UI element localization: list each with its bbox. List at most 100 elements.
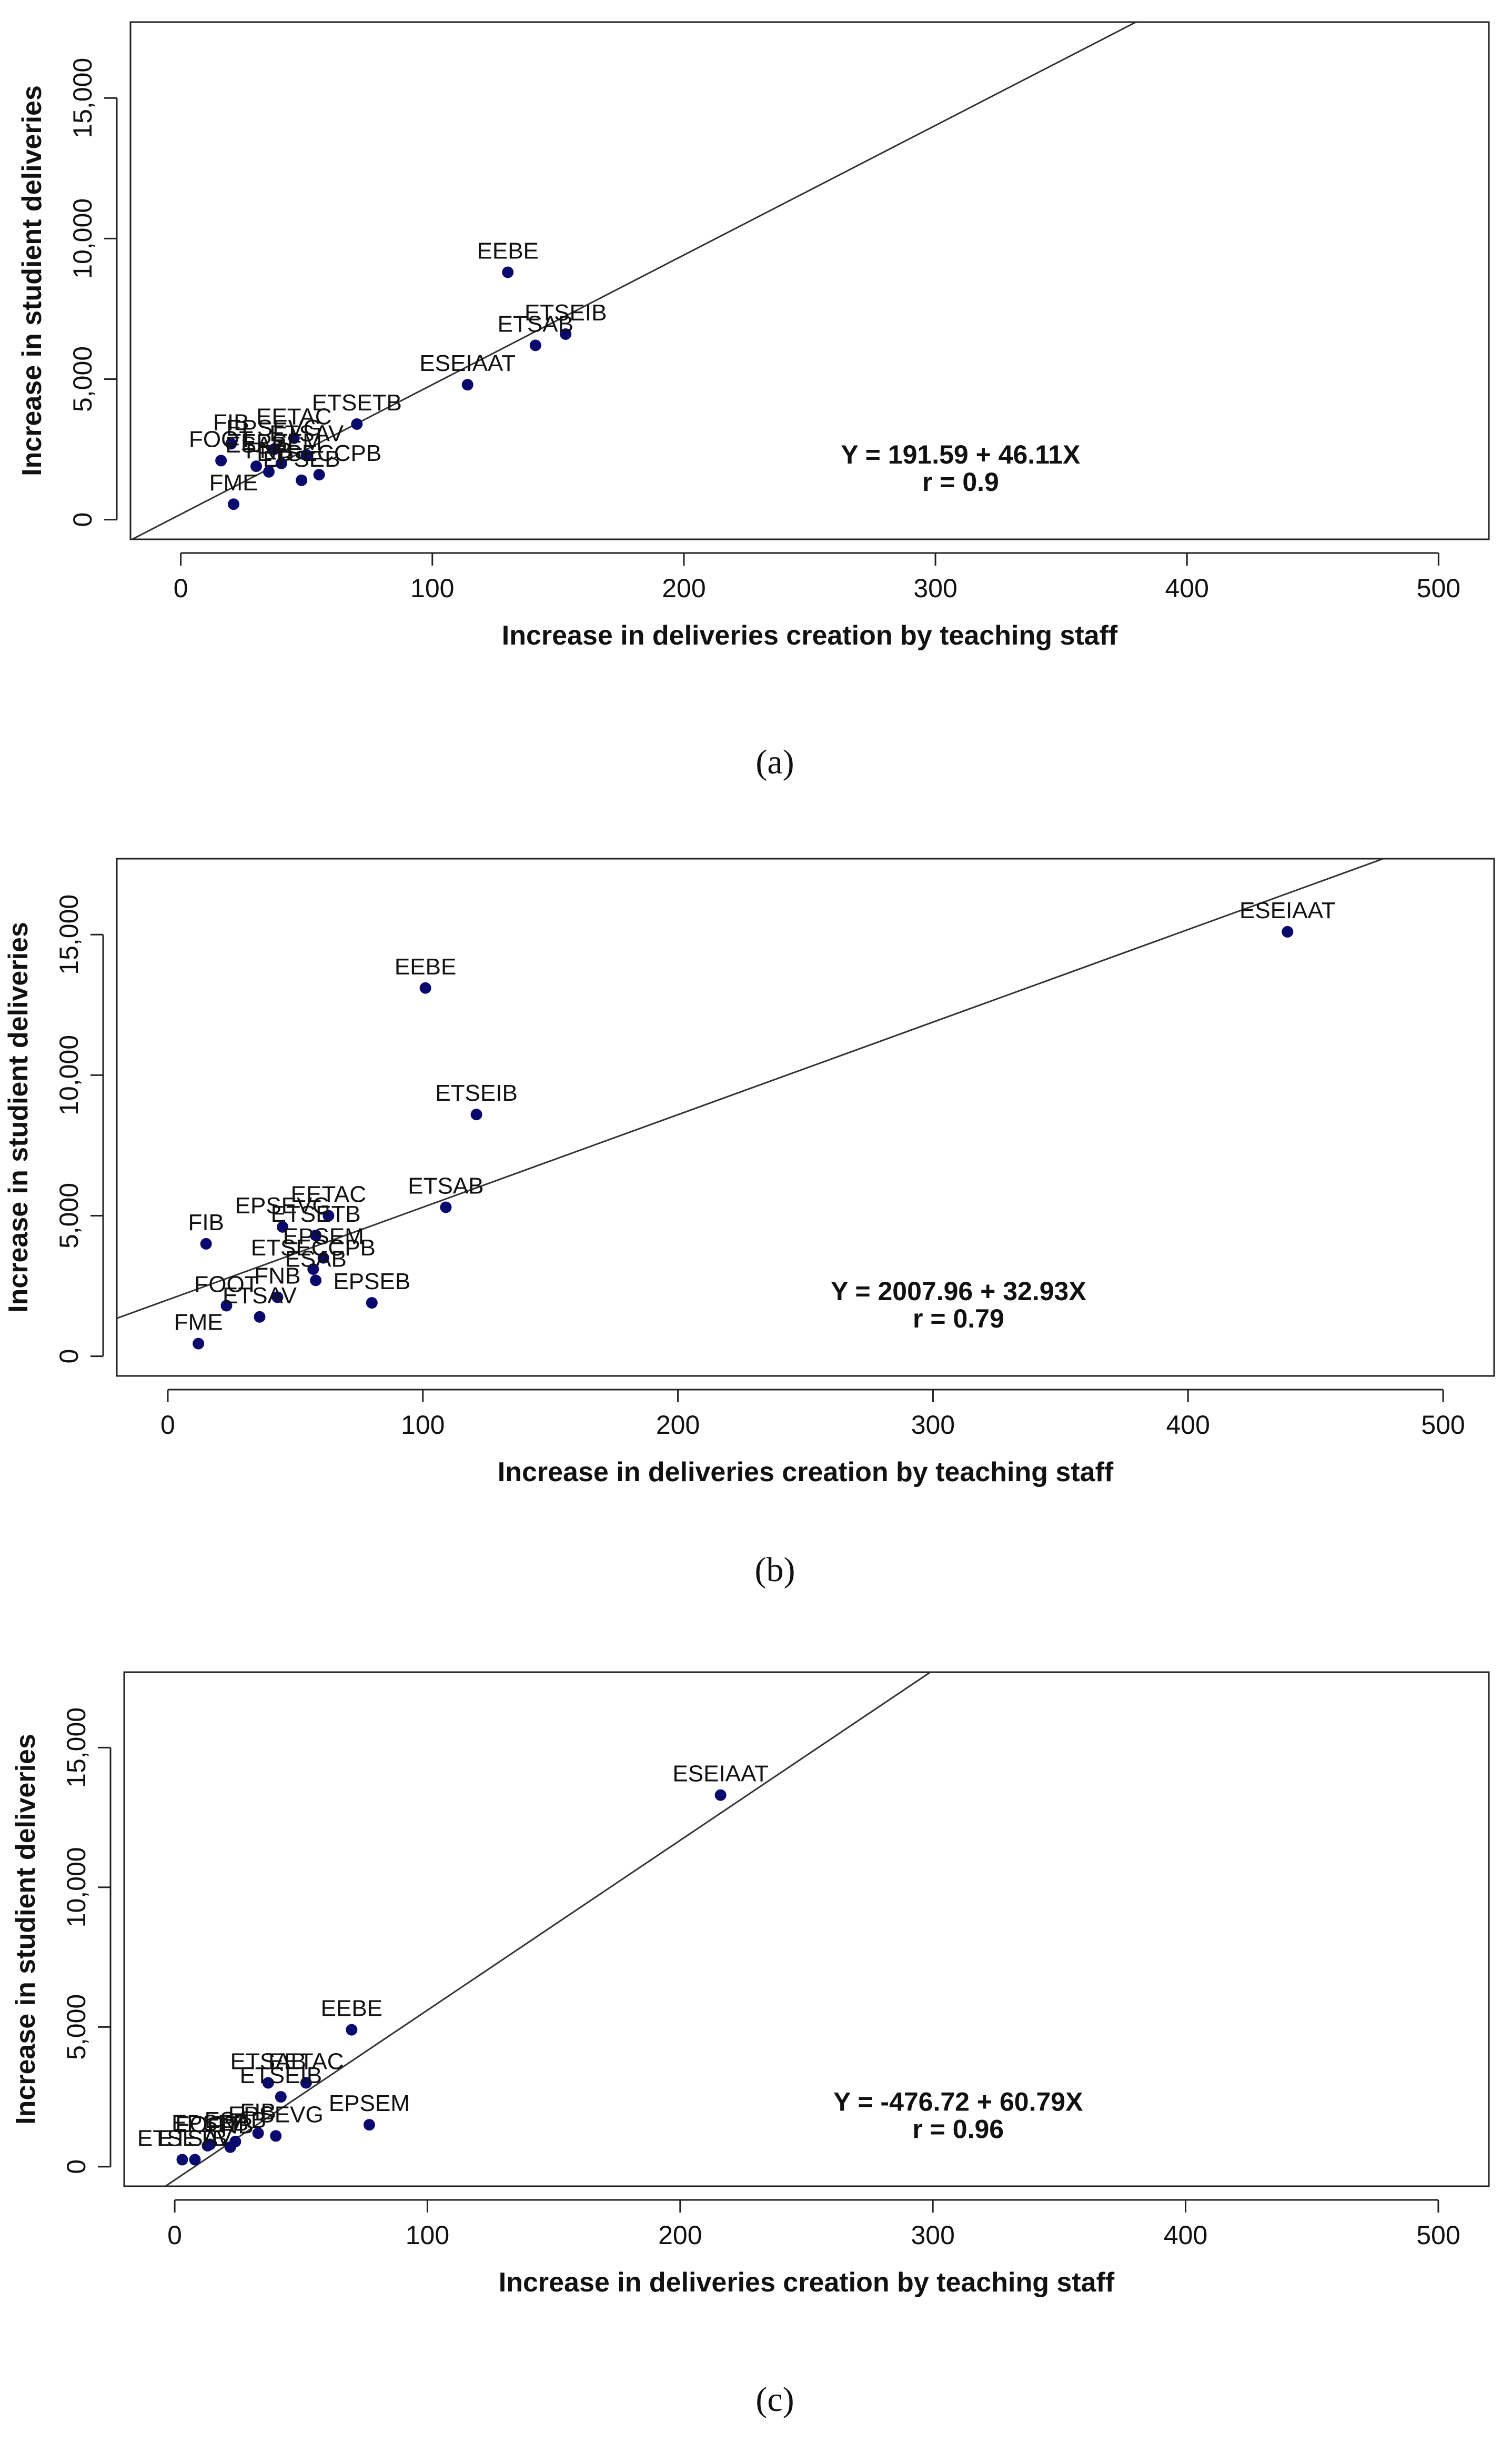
regression-line — [117, 859, 1386, 1319]
x-axis-title: Increase in deliveries creation by teach… — [498, 1457, 1114, 1487]
x-tick-label: 300 — [911, 2220, 954, 2250]
data-point — [200, 1238, 212, 1250]
y-axis-title: Increase in studient deliveries — [3, 922, 34, 1313]
x-tick-label: 0 — [160, 1410, 175, 1440]
point-label: EPSEM — [283, 1224, 364, 1250]
point-label: ETSAB — [408, 1173, 483, 1199]
point-label: FIB — [240, 2099, 276, 2125]
point-label: ETSAB — [498, 311, 573, 337]
correlation-coefficient: r = 0.9 — [922, 467, 999, 497]
data-point — [366, 1297, 378, 1309]
chart-panel-a: 0 100 200 300 400 500 0 5,000 10,000 15,000 Increa… — [17, 21, 1490, 781]
data-point — [288, 432, 300, 444]
data-point — [351, 418, 363, 430]
data-point — [296, 474, 308, 486]
data-point — [277, 1221, 289, 1233]
x-tick-label: 400 — [1165, 574, 1209, 603]
data-point — [440, 1201, 452, 1213]
x-tick-label: 300 — [911, 1410, 955, 1440]
y-tick-label: 10,000 — [62, 1847, 91, 1927]
x-tick-label: 0 — [174, 574, 188, 603]
panel-caption: (b) — [755, 1551, 795, 1589]
data-point — [225, 438, 237, 450]
data-point — [310, 1229, 322, 1241]
regression-line — [164, 1672, 932, 2186]
x-tick-label: 500 — [1417, 574, 1460, 603]
data-point — [270, 2130, 282, 2142]
correlation-coefficient: r = 0.79 — [913, 1304, 1004, 1333]
data-point — [252, 2127, 264, 2139]
y-tick-label: 15,000 — [54, 894, 84, 975]
y-tick-label: 15,000 — [68, 58, 97, 138]
point-label: EETAC — [291, 1181, 366, 1207]
point-label: FOOT — [194, 1271, 258, 1297]
y-axis-title: Increase in studient deliveries — [17, 85, 47, 476]
data-point — [307, 1263, 319, 1275]
point-label: EPSEB — [333, 1269, 410, 1294]
data-point — [317, 1252, 329, 1264]
y-tick-label: 10,000 — [54, 1035, 84, 1115]
data-point — [176, 2154, 188, 2166]
x-tick-label: 100 — [410, 574, 454, 603]
x-tick-label: 400 — [1166, 1410, 1210, 1440]
data-point — [263, 466, 275, 478]
point-label: ETSEIB — [240, 2063, 322, 2088]
point-label: ETSAV — [223, 1283, 297, 1309]
point-label: EEBE — [477, 238, 539, 264]
point-label: ETSECCPB — [257, 440, 381, 466]
point-label: ESEIAAT — [672, 1761, 769, 1787]
y-tick-label: 5,000 — [54, 1183, 84, 1249]
x-tick-label: 100 — [406, 2220, 449, 2250]
data-point — [300, 449, 313, 461]
point-label: FNB — [207, 2113, 254, 2139]
data-point — [529, 339, 541, 351]
x-tick-label: 500 — [1421, 1410, 1465, 1440]
point-label: EPSEM — [241, 429, 322, 455]
point-label: ESAB — [205, 2107, 266, 2133]
plot-frame — [116, 858, 1495, 1377]
panel-caption: (a) — [755, 743, 794, 781]
y-tick-label: 10,000 — [68, 198, 97, 279]
data-point — [300, 2077, 312, 2089]
point-label: EEBE — [395, 954, 456, 980]
data-point — [262, 2077, 274, 2089]
point-label: EPSEB — [263, 446, 340, 472]
point-label: ESAB — [285, 1246, 346, 1272]
y-tick-label: 0 — [68, 512, 97, 527]
data-point — [461, 379, 473, 391]
point-label: ETSECCPB — [251, 1235, 376, 1261]
point-label: ESAB — [225, 432, 287, 458]
point-label: FOOT — [189, 426, 253, 452]
point-label: ETSETB — [271, 1201, 361, 1227]
data-point — [201, 2140, 214, 2152]
x-tick-label: 0 — [167, 2220, 182, 2250]
data-point — [228, 498, 240, 510]
data-point — [215, 455, 227, 467]
data-point — [419, 982, 431, 994]
x-tick-label: 200 — [658, 2220, 702, 2250]
data-point — [193, 1338, 205, 1350]
data-point — [346, 2024, 358, 2036]
point-label: FNB — [246, 438, 292, 464]
point-label: FOOT — [175, 2112, 239, 2137]
regression-equation: Y = 2007.96 + 32.93X — [831, 1276, 1086, 1306]
point-label: FIB — [188, 1210, 224, 1235]
data-point — [220, 1300, 233, 1312]
data-point — [268, 444, 280, 456]
point-label: FIB — [213, 409, 249, 435]
point-label: EPSEVG — [235, 1193, 330, 1219]
point-label: ESEIAAT — [1239, 898, 1336, 923]
point-label: FNB — [254, 1263, 300, 1289]
point-label: EPSEVG — [228, 2102, 324, 2127]
point-label: ETSAV — [158, 2126, 233, 2152]
point-label: EEBE — [321, 1996, 382, 2022]
y-axis-title: Increase in studient deliveries — [11, 1734, 41, 2125]
data-point — [275, 457, 287, 469]
data-point — [271, 1291, 284, 1303]
x-tick-label: 400 — [1164, 2220, 1207, 2250]
data-point — [189, 2154, 201, 2166]
x-axis-title: Increase in deliveries creation by teach… — [502, 620, 1118, 651]
x-axis-title: Increase in deliveries creation by teach… — [499, 2267, 1115, 2298]
point-label: EPSEM — [329, 2090, 410, 2116]
plot-frame — [129, 21, 1490, 540]
